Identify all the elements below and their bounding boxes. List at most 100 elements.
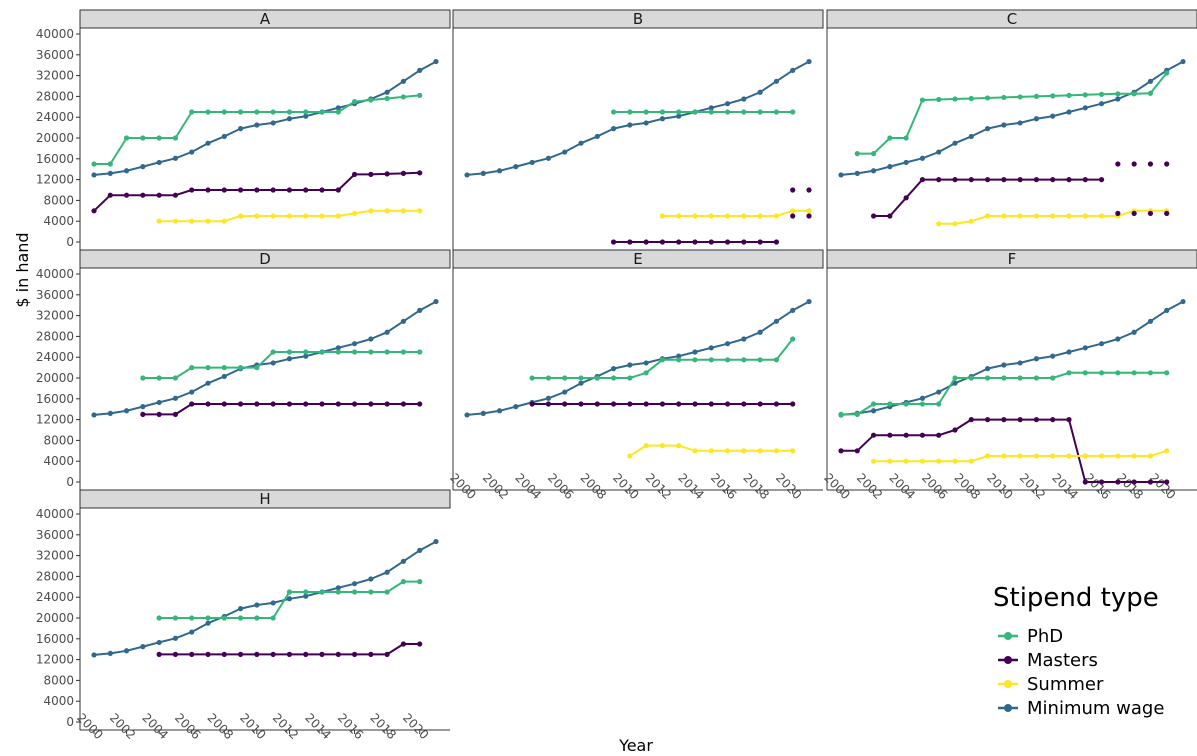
minimum-wage-point [676,353,682,359]
masters-point [968,177,974,183]
masters-point [936,177,942,183]
x-tick-label: 2000 [74,711,105,742]
phd-point [319,109,325,115]
minimum-wage-point [123,648,130,654]
masters-point [270,187,276,193]
minimum-wage-point [790,307,796,313]
masters-point [984,177,991,183]
summer-point [984,213,991,219]
masters-point [773,239,780,245]
masters-point [1131,161,1137,167]
masters-point [91,208,97,214]
minimum-wage-point [270,600,276,606]
minimum-wage-point [270,120,276,126]
masters-point [1164,479,1170,485]
summer-point [1066,453,1072,459]
minimum-wage-point [1115,96,1121,102]
summer-point [335,213,341,219]
masters-point [610,239,617,245]
phd-point [594,375,600,381]
masters-point [1115,161,1121,167]
masters-point [417,401,423,407]
summer-point [692,448,698,454]
masters-point [1066,177,1072,183]
masters-point [417,170,423,176]
minimum-wage-point [480,410,486,416]
summer-point [1082,453,1088,459]
phd-point [887,401,893,407]
minimum-wage-point [708,345,714,351]
masters-point [1033,417,1040,423]
masters-point [270,401,276,407]
y-tick-label: 40000 [36,27,74,41]
summer-point [189,218,195,224]
phd-point [676,357,682,363]
y-tick-label: 8000 [43,673,74,687]
phd-point [254,365,260,371]
minimum-wage-series-line [93,60,437,176]
minimum-wage-point [1098,101,1105,107]
masters-point [221,651,227,658]
minimum-wage-point [254,602,260,608]
summer-point [919,458,926,464]
y-tick-label: 36000 [36,528,74,542]
phd-point [368,589,374,595]
summer-point [659,443,666,449]
minimum-wage-point [351,581,358,587]
legend-key-point [1004,656,1012,664]
minimum-wage-point [1066,109,1072,115]
minimum-wage-point [578,380,584,386]
masters-point [286,651,293,658]
minimum-wage-point [562,389,568,395]
minimum-wage-point [172,155,179,161]
masters-point [903,195,909,201]
masters-point [741,401,747,407]
minimum-wage-point [189,629,195,635]
phd-point [757,357,763,363]
summer-point [952,221,958,227]
masters-point [384,401,390,407]
phd-point [140,135,146,141]
masters-point [741,239,747,245]
minimum-wage-point [1180,298,1186,305]
summer-point [1033,453,1040,459]
phd-point [790,336,796,342]
phd-point [919,401,926,407]
facet-strip [79,249,451,269]
minimum-wage-point [384,89,390,95]
masters-point [1115,479,1121,485]
minimum-wage-point [1017,360,1023,366]
minimum-wage-point [724,341,731,347]
minimum-wage-point [1050,353,1056,359]
masters-point [1131,479,1137,485]
masters-point [189,401,195,407]
phd-point [107,161,113,167]
masters-point [643,401,649,407]
phd-point [1017,375,1023,381]
y-tick-label: 4000 [43,454,74,468]
masters-point [400,401,407,407]
summer-point [1098,213,1105,219]
masters-point [1033,177,1040,183]
phd-point [417,92,423,98]
masters-point [790,401,796,407]
x-tick-label: 2006 [919,471,950,502]
minimum-wage-point [936,389,942,395]
masters-point [368,401,374,407]
masters-point [870,213,877,219]
phd-point [610,109,617,115]
phd-point [303,589,309,595]
facet-strip-label: C [1007,10,1017,28]
minimum-wage-point [562,149,568,155]
phd-point [286,589,293,595]
summer-point [741,213,747,219]
masters-point [205,401,211,407]
panel-f: F 2000 2002 2004 2006 2008 2010 2012 2014 2016 201… [821,249,1197,502]
y-tick-label: 12000 [36,653,74,667]
masters-point [156,651,162,658]
masters-point [303,651,309,658]
minimum-wage-point [1115,336,1121,342]
phd-point [254,615,260,621]
masters-point [1131,210,1137,216]
x-tick-label: 2018 [1114,471,1145,502]
